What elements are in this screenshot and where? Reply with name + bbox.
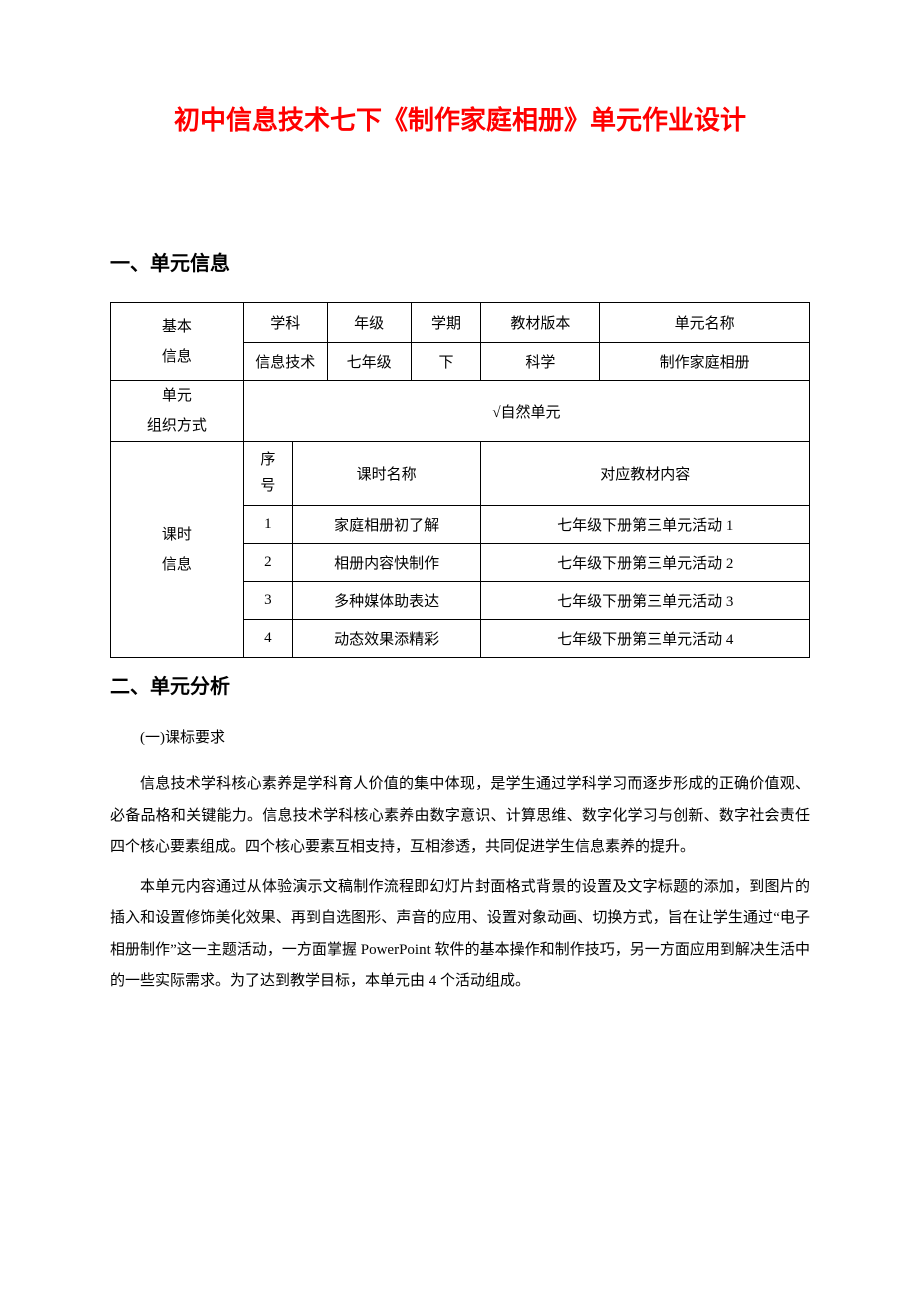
lesson-4-content: 七年级下册第三单元活动 4: [481, 620, 810, 658]
col-unitname: 单元名称: [600, 303, 810, 343]
lesson-4-no: 4: [243, 620, 292, 658]
col-semester: 学期: [411, 303, 481, 343]
val-unitname: 制作家庭相册: [600, 343, 810, 381]
val-subject: 信息技术: [243, 343, 327, 381]
col-lesson-name: 课时名称: [292, 442, 481, 506]
lesson-3-name: 多种媒体助表达: [292, 582, 481, 620]
lesson-1-no: 1: [243, 506, 292, 544]
lesson-2-content: 七年级下册第三单元活动 2: [481, 544, 810, 582]
section-1-heading: 一、单元信息: [110, 247, 810, 276]
lesson-info-label: 课时 信息: [111, 442, 244, 658]
org-label: 单元 组织方式: [111, 381, 244, 442]
val-grade: 七年级: [327, 343, 411, 381]
val-semester: 下: [411, 343, 481, 381]
section-2-sub-1: (一)课标要求: [110, 723, 810, 753]
col-subject: 学科: [243, 303, 327, 343]
val-version: 科学: [481, 343, 600, 381]
section-2-heading: 二、单元分析: [110, 670, 810, 699]
unit-info-table: 基本 信息 学科 年级 学期 教材版本 单元名称 信息技术 七年级 下 科学 制…: [110, 302, 810, 658]
col-textbook-content: 对应教材内容: [481, 442, 810, 506]
lesson-2-name: 相册内容快制作: [292, 544, 481, 582]
lesson-1-content: 七年级下册第三单元活动 1: [481, 506, 810, 544]
col-version: 教材版本: [481, 303, 600, 343]
document-title: 初中信息技术七下《制作家庭相册》单元作业设计: [110, 100, 810, 137]
org-value: √自然单元: [243, 381, 809, 442]
basic-info-label: 基本 信息: [111, 303, 244, 381]
section-2-para-1: 信息技术学科核心素养是学科育人价值的集中体现，是学生通过学科学习而逐步形成的正确…: [110, 769, 810, 864]
lesson-3-no: 3: [243, 582, 292, 620]
col-serial: 序 号: [243, 442, 292, 506]
col-grade: 年级: [327, 303, 411, 343]
lesson-4-name: 动态效果添精彩: [292, 620, 481, 658]
lesson-2-no: 2: [243, 544, 292, 582]
lesson-3-content: 七年级下册第三单元活动 3: [481, 582, 810, 620]
lesson-1-name: 家庭相册初了解: [292, 506, 481, 544]
section-2-para-2: 本单元内容通过从体验演示文稿制作流程即幻灯片封面格式背景的设置及文字标题的添加，…: [110, 872, 810, 998]
